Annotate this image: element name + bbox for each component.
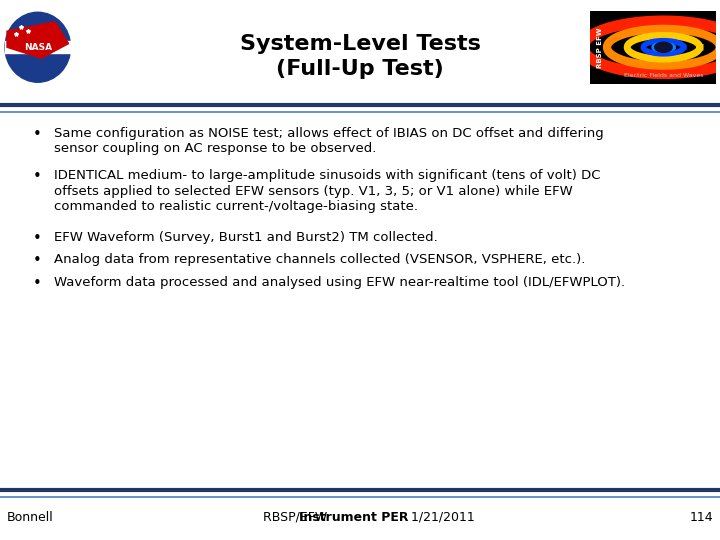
Text: •: •: [32, 127, 41, 142]
Circle shape: [5, 12, 71, 82]
Text: NASA: NASA: [24, 43, 52, 52]
Text: RBSP EFW: RBSP EFW: [598, 27, 603, 68]
Text: •: •: [32, 231, 41, 246]
Text: Waveform data processed and analysed using EFW near-realtime tool (IDL/EFWPLOT).: Waveform data processed and analysed usi…: [54, 276, 625, 289]
Polygon shape: [7, 22, 68, 58]
Text: Bonnell: Bonnell: [7, 511, 54, 524]
Text: •: •: [32, 253, 41, 268]
Text: •: •: [32, 276, 41, 291]
Text: Analog data from representative channels collected (VSENSOR, VSPHERE, etc.).: Analog data from representative channels…: [54, 253, 585, 266]
Text: System-Level Tests
(Full-Up Test): System-Level Tests (Full-Up Test): [240, 35, 480, 79]
Text: RBSP/EFW: RBSP/EFW: [263, 511, 331, 524]
Text: Instrument PER: Instrument PER: [299, 511, 408, 524]
Text: 114: 114: [689, 511, 713, 524]
Text: •: •: [32, 169, 41, 184]
Polygon shape: [5, 42, 71, 53]
Text: 1/21/2011: 1/21/2011: [407, 511, 474, 524]
Text: Same configuration as NOISE test; allows effect of IBIAS on DC offset and differ: Same configuration as NOISE test; allows…: [54, 127, 604, 156]
Text: EFW Waveform (Survey, Burst1 and Burst2) TM collected.: EFW Waveform (Survey, Burst1 and Burst2)…: [54, 231, 438, 244]
Text: Electric Fields and Waves: Electric Fields and Waves: [624, 73, 703, 78]
Text: IDENTICAL medium- to large-amplitude sinusoids with significant (tens of volt) D: IDENTICAL medium- to large-amplitude sin…: [54, 169, 600, 213]
Circle shape: [654, 42, 672, 52]
